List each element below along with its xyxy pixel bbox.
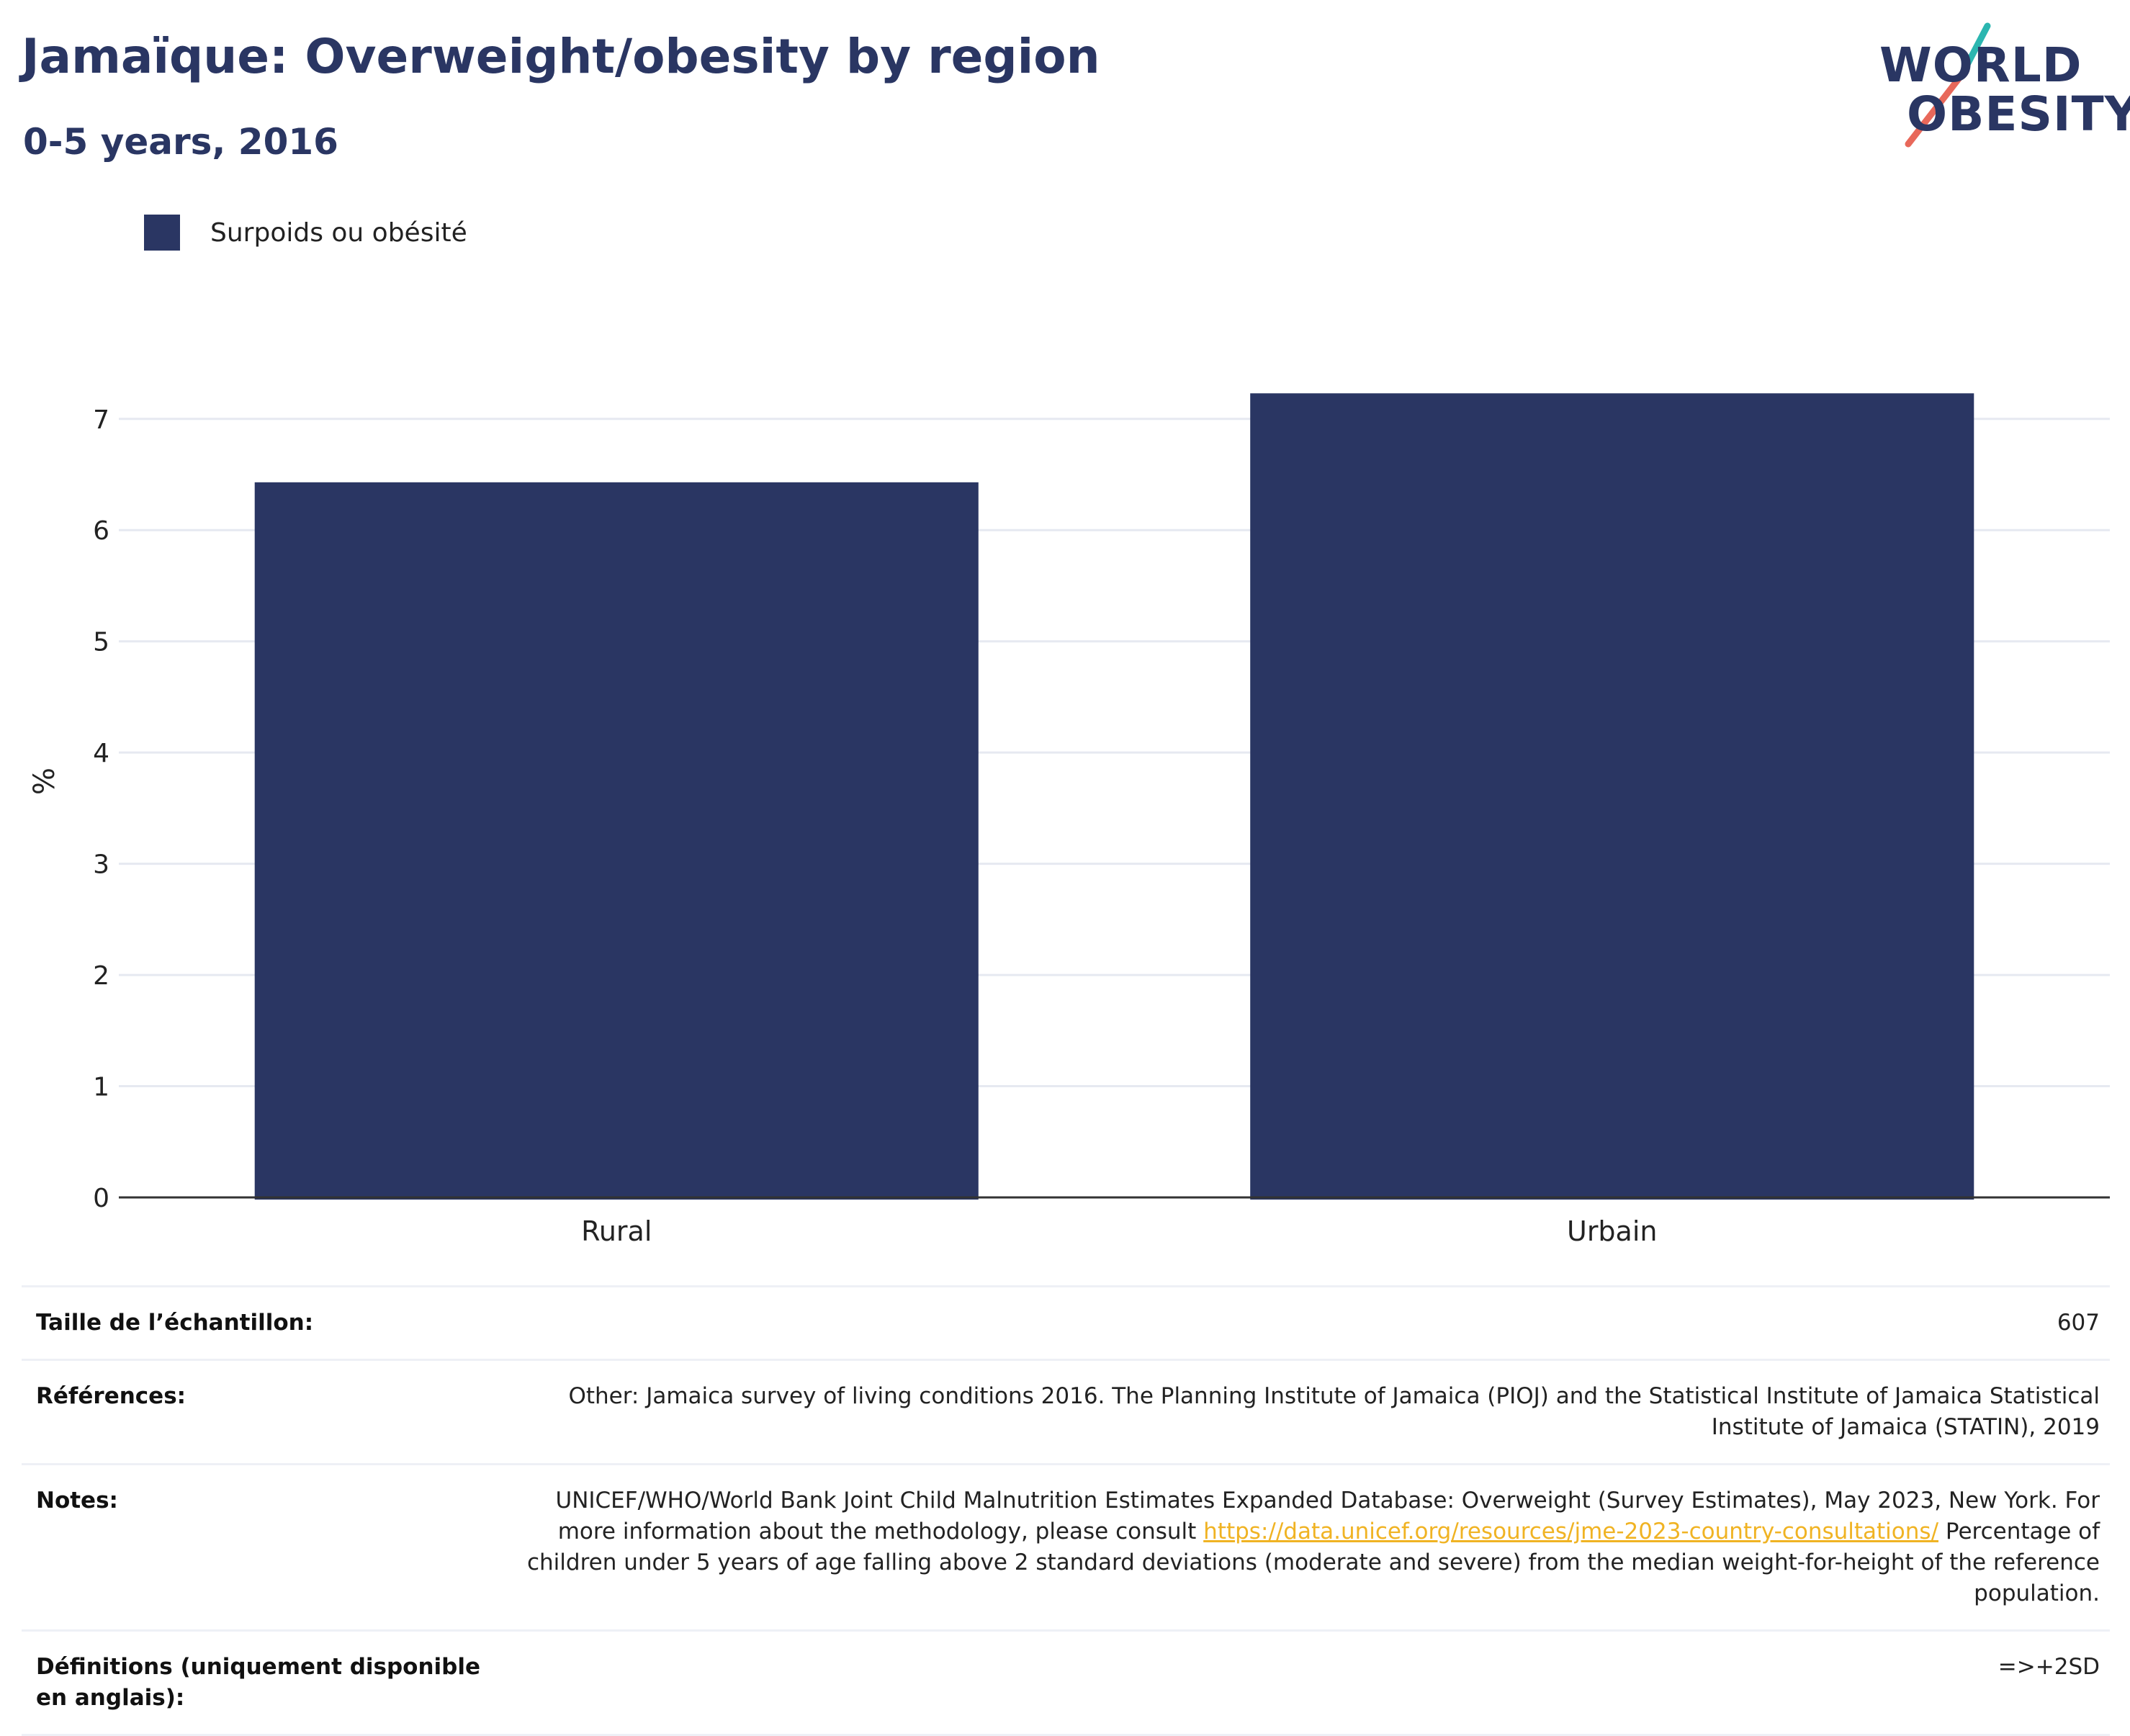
references-label: Références: <box>22 1359 507 1465</box>
y-tick-label: 2 <box>93 961 109 991</box>
notes-text-part1: UNICEF/WHO/World Bank Joint Child Malnut… <box>555 1488 2100 1544</box>
y-axis-label: % <box>28 768 61 795</box>
y-tick-label: 0 <box>93 1184 109 1213</box>
y-tick-label: 4 <box>93 739 109 768</box>
y-tick-label: 7 <box>93 405 109 435</box>
metadata-table: Taille de l’échantillon: 607 Références:… <box>22 1285 2110 1736</box>
logo-slash-icon <box>1905 22 1991 148</box>
logo-word-world: WORLD <box>1879 37 2082 93</box>
chart-title: Jamaïque: Overweight/obesity by region <box>22 29 1100 84</box>
definitions-label: Définitions (uniquement disponible en an… <box>22 1629 507 1736</box>
chart-subtitle: 0-5 years, 2016 <box>23 121 338 163</box>
x-tick-label: Rural <box>581 1215 652 1247</box>
methodology-link[interactable]: https://data.unicef.org/resources/jme-20… <box>1203 1519 1939 1544</box>
sample-size-value: 607 <box>507 1285 2110 1360</box>
legend-label: Surpoids ou obésité <box>210 217 467 248</box>
definitions-value: =>+2SD <box>507 1629 2110 1736</box>
references-value: Other: Jamaica survey of living conditio… <box>507 1359 2110 1465</box>
notes-value: UNICEF/WHO/World Bank Joint Child Malnut… <box>507 1463 2110 1631</box>
bar-chart: 0 1 2 3 4 5 6 7 Rural Urbain% <box>28 393 2110 1247</box>
sample-size-row: Taille de l’échantillon: 607 <box>22 1285 2110 1360</box>
y-tick-label: 6 <box>93 516 109 546</box>
notes-label: Notes: <box>22 1463 507 1631</box>
notes-row: Notes: UNICEF/WHO/World Bank Joint Child… <box>22 1463 2110 1631</box>
x-tick-label: Urbain <box>1567 1215 1658 1247</box>
bar-rural <box>254 482 979 1200</box>
logo-word-obesity: OBESITY <box>1907 86 2130 142</box>
y-tick-label: 1 <box>93 1073 109 1102</box>
legend-swatch <box>144 215 180 251</box>
world-obesity-logo: WORLD OBESITY <box>1879 20 2130 153</box>
bar-urbain <box>1250 393 1974 1200</box>
chart-legend: Surpoids ou obésité <box>144 215 467 251</box>
notes-text-part2: Percentage of children under 5 years of … <box>526 1519 2100 1606</box>
y-tick-label: 3 <box>93 850 109 880</box>
y-tick-label: 5 <box>93 628 109 657</box>
definitions-row: Définitions (uniquement disponible en an… <box>22 1629 2110 1736</box>
references-row: Références: Other: Jamaica survey of liv… <box>22 1359 2110 1465</box>
sample-size-label: Taille de l’échantillon: <box>22 1285 507 1360</box>
